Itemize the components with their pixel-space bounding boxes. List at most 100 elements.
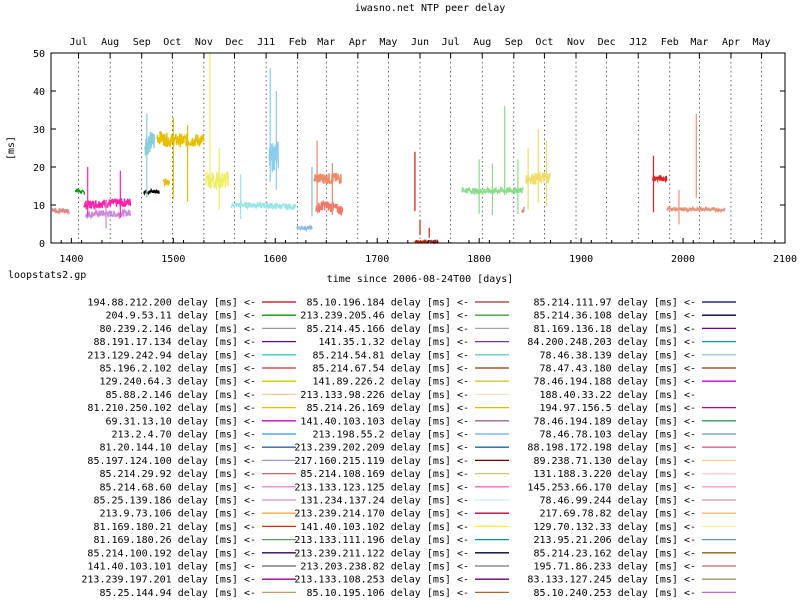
month-tick-label: Jun: [411, 37, 429, 48]
series-line: [85, 207, 132, 220]
legend-entry-label: 195.71.86.233 delay [ms] <-: [533, 562, 696, 573]
legend-entry-label: 85.214.54.81 delay [ms] <-: [312, 350, 469, 361]
y-tick-label: 20: [33, 163, 45, 174]
y-tick-label: 50: [33, 49, 45, 60]
legend-entry-label: 85.214.67.54 delay [ms] <-: [312, 364, 469, 375]
month-tick-label: J11: [257, 37, 275, 48]
month-tick-label: Jul: [442, 37, 460, 48]
month-tick-label: May: [379, 37, 397, 48]
month-tick-label: Apr: [349, 37, 367, 48]
legend-entry-label: 188.40.33.22 delay [ms] <-: [539, 390, 696, 401]
legend-entry-label: 217.160.215.119 delay [ms] <-: [294, 456, 469, 467]
legend-entry-label: 213.239.202.209 delay [ms] <-: [294, 443, 469, 454]
legend-entry-label: 213.133.111.196 delay [ms] <-: [294, 535, 469, 546]
series-line: [205, 171, 230, 190]
month-tick-label: Nov: [195, 37, 213, 48]
legend-entry-label: 84.200.248.203 delay [ms] <-: [527, 337, 696, 348]
x-tick-label: 1700: [365, 254, 389, 265]
month-tick-label: Sep: [133, 37, 151, 48]
chart-title: iwasno.net NTP peer delay: [355, 3, 506, 14]
series-line: [74, 188, 86, 195]
legend-entry-label: 78.46.194.189 delay [ms] <-: [533, 416, 696, 427]
month-tick-label: Oct: [535, 37, 553, 48]
month-tick-label: Oct: [163, 37, 181, 48]
legend-entry-label: 213.95.21.206 delay [ms] <-: [533, 535, 696, 546]
legend-entry-label: 129.240.64.3 delay [ms] <-: [99, 377, 256, 388]
month-tick-label: Mar: [690, 37, 708, 48]
x-tick-label: 1900: [569, 254, 593, 265]
legend-entry-label: 78.46.99.244 delay [ms] <-: [539, 496, 696, 507]
legend-entry-label: 83.133.127.245 delay [ms] <-: [527, 575, 696, 586]
x-tick-label: 2100: [773, 254, 797, 265]
legend-entry-label: 194.97.156.5 delay [ms] <-: [539, 403, 696, 414]
legend-entry-label: 141.35.1.32 delay [ms] <-: [318, 337, 469, 348]
legend-entry-label: 129.70.132.33 delay [ms] <-: [533, 522, 696, 533]
legend-entry-label: 85.214.100.192 delay [ms] <-: [87, 548, 256, 559]
legend-entry-label: 85.214.45.166 delay [ms] <-: [306, 324, 469, 335]
legend-entry-label: 85.214.26.169 delay [ms] <-: [306, 403, 469, 414]
legend-entry-label: 80.239.2.146 delay [ms] <-: [99, 324, 256, 335]
legend-entry-label: 78.46.78.103 delay [ms] <-: [539, 430, 696, 441]
month-tick-label: Nov: [567, 37, 585, 48]
legend-entry-label: 213.129.242.94 delay [ms] <-: [87, 350, 256, 361]
series-line: [51, 207, 70, 216]
legend-entry-label: 81.169.180.21 delay [ms] <-: [93, 522, 256, 533]
legend-entry-label: 81.210.250.102 delay [ms] <-: [87, 403, 256, 414]
legend-entry-label: 81.169.136.18 delay [ms] <-: [533, 324, 696, 335]
legend-entry-label: 213.239.214.170 delay [ms] <-: [294, 509, 469, 520]
legend-entry-label: 78.46.38.139 delay [ms] <-: [539, 350, 696, 361]
month-tick-label: Aug: [473, 37, 491, 48]
legend-entry-label: 69.31.13.10 delay [ms] <-: [105, 416, 256, 427]
x-tick-label: 2000: [671, 254, 695, 265]
series-line: [162, 178, 170, 188]
legend-entry-label: 204.9.53.11 delay [ms] <-: [105, 311, 256, 322]
y-axis-label: [ms]: [6, 136, 17, 160]
legend-entry-label: 85.88.2.146 delay [ms] <-: [105, 390, 256, 401]
series-line: [143, 187, 160, 196]
legend-entry-label: 141.40.103.101 delay [ms] <-: [87, 562, 256, 573]
month-tick-label: Dec: [598, 37, 616, 48]
legend-entry-label: 141.40.103.103 delay [ms] <-: [300, 416, 469, 427]
month-tick-label: Apr: [722, 37, 740, 48]
legend-entry-label: 88.191.17.134 delay [ms] <-: [93, 337, 256, 348]
x-axis-label: time since 2006-08-24T00 [days]: [327, 274, 514, 285]
legend-entry-label: 85.214.108.169 delay [ms] <-: [300, 469, 469, 480]
month-tick-label: Aug: [101, 37, 119, 48]
series-line: [315, 200, 344, 216]
legend-entry-label: 81.169.180.26 delay [ms] <-: [93, 535, 256, 546]
month-tick-label: Sep: [505, 37, 523, 48]
legend-entry-label: 141.89.226.2 delay [ms] <-: [312, 377, 469, 388]
legend-entry-label: 131.234.137.24 delay [ms] <-: [300, 496, 469, 507]
legend-entry-label: 85.197.124.100 delay [ms] <-: [87, 456, 256, 467]
month-tick-label: Dec: [225, 37, 243, 48]
series-line: [83, 198, 132, 211]
x-tick-label: 1600: [263, 254, 287, 265]
y-tick-label: 40: [33, 87, 45, 98]
legend-entry-label: 213.133.108.253 delay [ms] <-: [294, 575, 469, 586]
legend-entry-label: 78.47.43.180 delay [ms] <-: [539, 364, 696, 375]
series-line: [652, 174, 668, 184]
y-tick-label: 0: [39, 239, 45, 250]
legend-entry-label: 213.239.205.46 delay [ms] <-: [300, 311, 469, 322]
legend-entry-label: 213.133.98.226 delay [ms] <-: [300, 390, 469, 401]
x-tick-label: 1500: [161, 254, 185, 265]
legend-entry-label: 85.214.23.162 delay [ms] <-: [533, 548, 696, 559]
month-tick-label: J12: [629, 37, 647, 48]
month-tick-label: Feb: [661, 37, 679, 48]
legend-entry-label: 131.188.3.220 delay [ms] <-: [533, 469, 696, 480]
legend-entry-label: 85.10.196.184 delay [ms] <-: [306, 298, 469, 309]
legend-entry-label: 89.238.71.130 delay [ms] <-: [533, 456, 696, 467]
legend-entry-label: 145.253.66.170 delay [ms] <-: [527, 482, 696, 493]
x-tick-label: 1400: [59, 254, 83, 265]
month-tick-label: Feb: [289, 37, 307, 48]
legend-entry-label: 85.214.68.60 delay [ms] <-: [99, 482, 256, 493]
series-line: [414, 238, 427, 244]
month-tick-label: May: [753, 37, 771, 48]
legend-entry-label: 213.239.197.201 delay [ms] <-: [81, 575, 256, 586]
legend-entry-label: 141.40.103.102 delay [ms] <-: [300, 522, 469, 533]
legend-entry-label: 85.10.195.106 delay [ms] <-: [306, 588, 469, 599]
footer-label: loopstats2.gp: [8, 270, 86, 281]
legend-entry-label: 85.196.2.102 delay [ms] <-: [99, 364, 256, 375]
series-line: [230, 199, 297, 212]
